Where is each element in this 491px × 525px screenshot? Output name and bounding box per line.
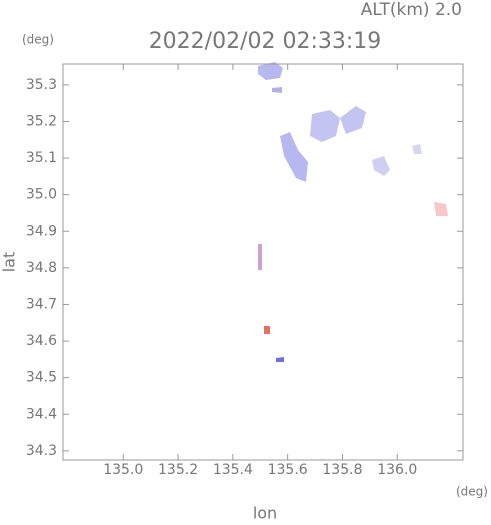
chart-title: 2022/02/02 02:33:19 xyxy=(149,29,382,54)
plot-frame xyxy=(62,63,464,461)
y-tick-label: 34.9 xyxy=(26,223,57,239)
y-tick-label: 35.1 xyxy=(26,150,57,166)
x-tick-label: 135.6 xyxy=(268,462,308,478)
echo xyxy=(434,202,448,216)
echo xyxy=(258,244,262,270)
echo xyxy=(340,106,366,134)
x-tick-label: 135.2 xyxy=(158,462,198,478)
x-label: lon xyxy=(253,504,277,522)
y-tick-label: 34.4 xyxy=(26,406,57,422)
echo xyxy=(280,132,308,182)
echo xyxy=(310,110,340,142)
subtitle: ALT(km) 2.0 xyxy=(361,0,462,20)
y-unit: (deg) xyxy=(22,33,54,47)
echo xyxy=(258,62,283,80)
y-tick-label: 35.2 xyxy=(26,113,57,129)
y-tick-label: 35.0 xyxy=(26,187,57,203)
x-tick-label: 136.0 xyxy=(377,462,417,478)
y-tick-label: 34.5 xyxy=(26,370,57,386)
x-tick-label: 135.8 xyxy=(322,462,362,478)
y-tick-label: 35.3 xyxy=(26,77,57,93)
x-tick-label: 135.4 xyxy=(213,462,253,478)
y-label: lat xyxy=(0,252,19,273)
x-unit: (deg) xyxy=(456,485,488,499)
x-tick-label: 135.0 xyxy=(103,462,143,478)
y-tick-label: 34.3 xyxy=(26,443,57,459)
echoes xyxy=(258,62,448,362)
y-tick-label: 34.6 xyxy=(26,333,57,349)
y-tick-label: 34.8 xyxy=(26,260,57,276)
echo xyxy=(264,326,270,334)
echo xyxy=(372,156,390,176)
echo xyxy=(412,144,422,154)
echo xyxy=(276,357,284,362)
echo xyxy=(272,87,282,93)
y-tick-label: 34.7 xyxy=(26,296,57,312)
